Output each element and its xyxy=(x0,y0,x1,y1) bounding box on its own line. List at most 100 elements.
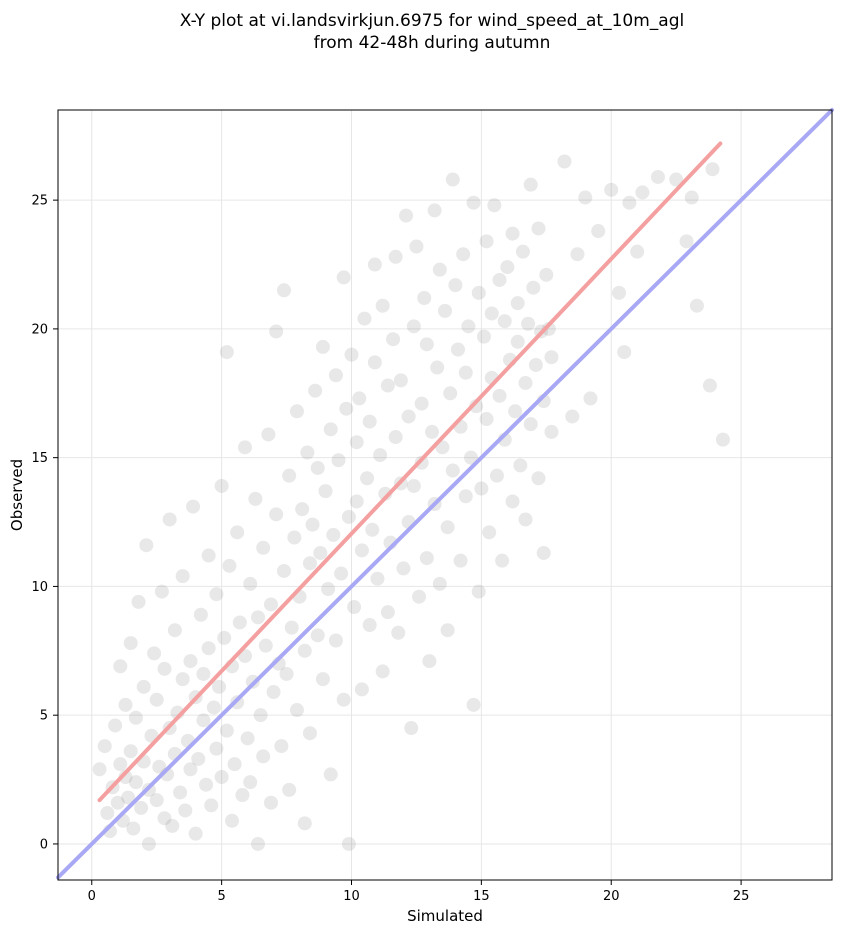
data-point xyxy=(328,368,343,383)
data-point xyxy=(175,569,190,584)
data-point xyxy=(214,769,229,784)
data-point xyxy=(318,484,333,499)
data-point xyxy=(635,185,650,200)
data-point xyxy=(482,525,497,540)
y-axis-ticks: 0 5 10 15 20 25 xyxy=(31,194,58,852)
data-point xyxy=(123,636,138,651)
data-point xyxy=(360,471,375,486)
data-point xyxy=(183,762,198,777)
data-point xyxy=(209,587,224,602)
data-point xyxy=(113,659,128,674)
data-point xyxy=(484,306,499,321)
plot-frame xyxy=(57,109,833,881)
data-point xyxy=(427,203,442,218)
data-point xyxy=(188,826,203,841)
data-point xyxy=(157,661,172,676)
data-point xyxy=(121,790,136,805)
data-point xyxy=(136,679,151,694)
data-point xyxy=(510,296,525,311)
data-point xyxy=(154,584,169,599)
regression-line xyxy=(97,141,723,803)
data-point xyxy=(523,177,538,192)
data-point xyxy=(178,803,193,818)
data-point xyxy=(497,314,512,329)
data-point xyxy=(448,278,463,293)
data-point xyxy=(705,162,720,177)
data-point xyxy=(367,257,382,272)
data-point xyxy=(362,618,377,633)
data-point xyxy=(263,597,278,612)
data-point xyxy=(417,290,432,305)
data-point xyxy=(248,491,263,506)
data-point xyxy=(370,571,385,586)
data-point xyxy=(630,244,645,259)
data-point xyxy=(183,654,198,669)
data-point xyxy=(256,540,271,555)
data-point xyxy=(240,731,255,746)
data-point xyxy=(243,576,258,591)
y-tick-label: 5 xyxy=(40,709,48,724)
data-point xyxy=(622,195,637,210)
data-point xyxy=(238,440,253,455)
data-point xyxy=(263,795,278,810)
x-tick-label: 0 xyxy=(88,889,96,904)
data-point xyxy=(388,249,403,264)
data-point xyxy=(463,450,478,465)
data-point xyxy=(679,234,694,249)
data-point xyxy=(539,267,554,282)
data-point xyxy=(570,247,585,262)
data-point xyxy=(302,726,317,741)
data-point xyxy=(300,445,315,460)
data-point xyxy=(269,507,284,522)
data-point xyxy=(279,666,294,681)
data-point xyxy=(212,679,227,694)
data-point xyxy=(414,396,429,411)
data-point xyxy=(393,373,408,388)
x-axis-label: Simulated xyxy=(407,907,483,925)
y-axis-label: Observed xyxy=(8,459,26,531)
data-point xyxy=(313,545,328,560)
data-point xyxy=(544,424,559,439)
y-tick-label: 10 xyxy=(31,580,48,595)
data-point xyxy=(523,417,538,432)
data-point xyxy=(227,757,242,772)
data-point xyxy=(219,345,234,360)
x-axis-ticks: 0 5 10 15 20 25 xyxy=(88,880,749,904)
data-point xyxy=(232,615,247,630)
data-point xyxy=(357,311,372,326)
data-point xyxy=(354,682,369,697)
data-point xyxy=(230,525,245,540)
data-point xyxy=(321,581,336,596)
data-point xyxy=(466,697,481,712)
data-point xyxy=(617,345,632,360)
data-point xyxy=(414,455,429,470)
data-point xyxy=(222,558,237,573)
data-point xyxy=(193,607,208,622)
chart-title-line-2: from 42-48h during autumn xyxy=(314,33,551,53)
data-point xyxy=(289,404,304,419)
y-tick-label: 25 xyxy=(31,194,48,209)
data-point xyxy=(261,427,276,442)
data-point xyxy=(365,522,380,537)
data-point xyxy=(282,782,297,797)
data-point xyxy=(266,685,281,700)
data-point xyxy=(147,646,162,661)
data-point xyxy=(110,795,125,810)
data-point xyxy=(352,391,367,406)
data-point xyxy=(544,350,559,365)
data-point xyxy=(276,283,291,298)
data-point xyxy=(492,272,507,287)
data-point xyxy=(331,453,346,468)
data-point xyxy=(684,190,699,205)
y-tick-label: 20 xyxy=(31,322,48,337)
data-point xyxy=(409,239,424,254)
data-point xyxy=(276,563,291,578)
data-point xyxy=(113,757,128,772)
data-point xyxy=(430,360,445,375)
data-point xyxy=(422,654,437,669)
data-point xyxy=(349,435,364,450)
data-point xyxy=(100,806,115,821)
data-point xyxy=(461,319,476,334)
data-point xyxy=(650,169,665,184)
data-point xyxy=(336,692,351,707)
